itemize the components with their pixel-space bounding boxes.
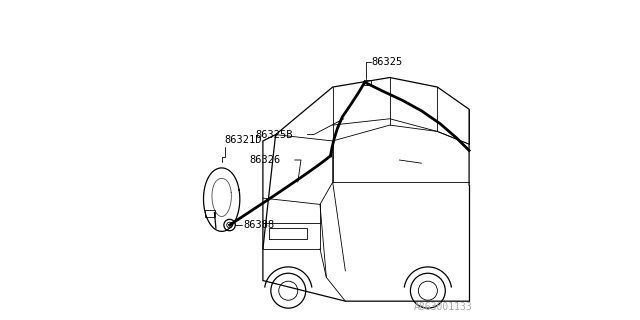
Bar xyxy=(364,80,371,85)
Text: 86326: 86326 xyxy=(249,155,280,165)
Text: 86388: 86388 xyxy=(243,220,275,230)
Bar xyxy=(205,210,215,217)
Text: 86325B: 86325B xyxy=(255,130,293,140)
Text: 86321D: 86321D xyxy=(225,135,262,145)
Text: A863001133: A863001133 xyxy=(413,302,472,312)
Text: 86325: 86325 xyxy=(371,57,403,67)
